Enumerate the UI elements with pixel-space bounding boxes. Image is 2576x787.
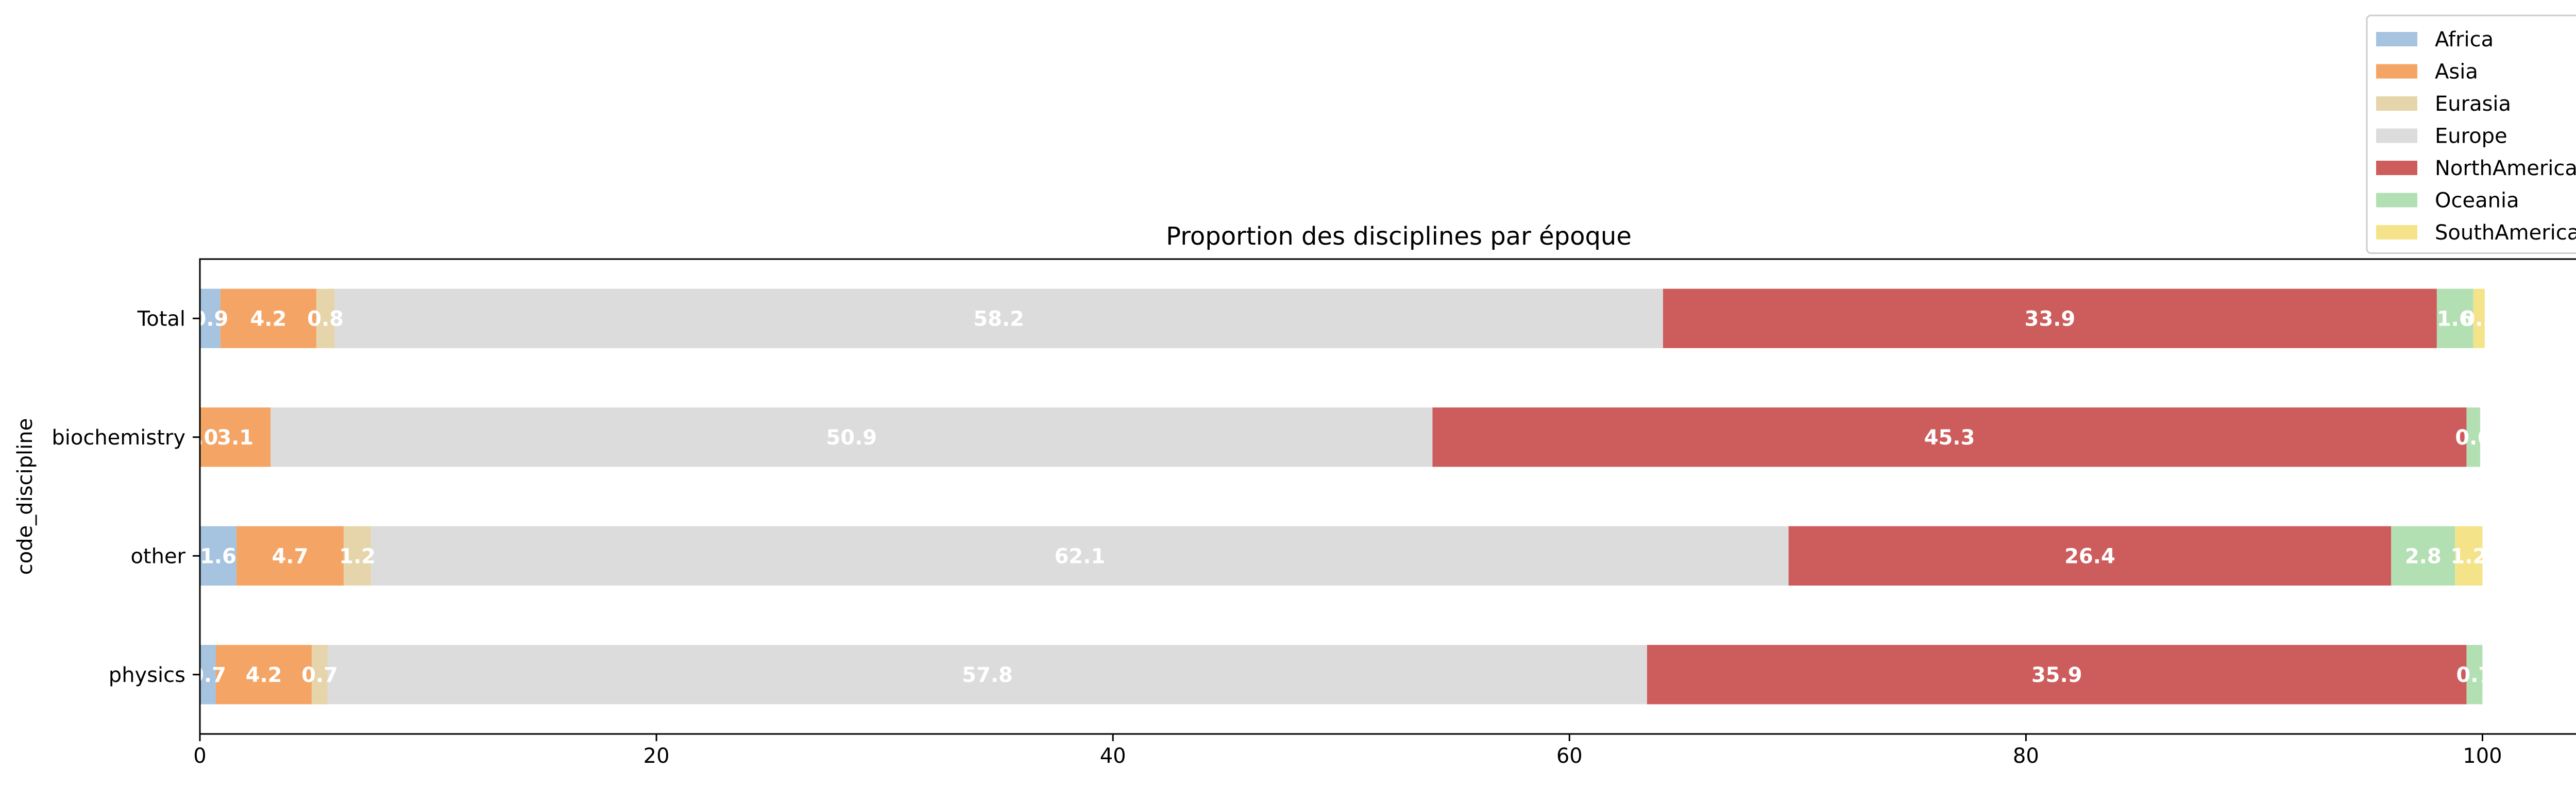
legend: Africa Asia Eurasia Europe NorthAmerica Ocean…: [2366, 14, 2576, 254]
legend-label-southamerica: SouthAmerica: [2435, 221, 2576, 245]
bar-eurasia-total: [316, 288, 335, 348]
bar-label-northamerica-biochemistry: 45.3: [1924, 426, 1975, 450]
x-tick-label-100: 100: [2463, 744, 2502, 768]
bar-label-northamerica-total: 33.9: [2025, 307, 2076, 331]
legend-label-oceania: Oceania: [2435, 189, 2519, 213]
bar-africa-physics: [200, 645, 216, 705]
bar-label-northamerica-physics: 35.9: [2031, 663, 2082, 687]
bar-label-africa-other: 1.6: [200, 544, 236, 568]
legend-label-africa: Africa: [2435, 28, 2494, 52]
y-tick-label-biochemistry: biochemistry: [52, 426, 185, 450]
legend-swatch-oceania: [2376, 193, 2417, 208]
legend-swatch-europe: [2376, 128, 2417, 143]
bar-label-eurasia-physics: 0.7: [301, 663, 338, 687]
y-tick-label-physics: physics: [109, 663, 185, 687]
x-tick-label-0: 0: [193, 744, 206, 768]
legend-swatch-africa: [2376, 32, 2417, 46]
bar-label-asia-biochemistry: 3.1: [217, 426, 253, 450]
bar-label-asia-total: 4.2: [250, 307, 286, 331]
bar-label-northamerica-other: 26.4: [2064, 544, 2115, 568]
x-tick-label-20: 20: [643, 744, 670, 768]
bar-northamerica-total: [1663, 288, 2437, 348]
axes-layer: Total biochemistry other physics 0 20 40 60 80 10…: [52, 307, 2502, 768]
legend-frame: [2366, 14, 2576, 254]
bar-label-southamerica-total: 0.5: [2461, 307, 2497, 331]
legend-label-europe: Europe: [2435, 125, 2507, 148]
bar-asia-other: [236, 526, 344, 586]
legend-label-eurasia: Eurasia: [2435, 92, 2511, 116]
bar-eurasia-physics: [312, 645, 328, 705]
y-axis-label: code_discipline: [13, 418, 37, 575]
bar-europe-other: [371, 526, 1789, 586]
bar-label-asia-physics: 4.2: [246, 663, 282, 687]
legend-label-asia: Asia: [2435, 60, 2478, 84]
bar-label-europe-physics: 57.8: [962, 663, 1013, 687]
bar-europe-biochemistry: [270, 407, 1433, 467]
legend-swatch-asia: [2376, 64, 2417, 79]
plot-frame: [199, 258, 2576, 735]
bar-label-europe-other: 62.1: [1055, 544, 1106, 568]
bar-label-oceania-physics: 0.7: [2456, 663, 2493, 687]
bar-asia-biochemistry: [200, 407, 271, 467]
bar-northamerica-other: [1788, 526, 2392, 586]
bar-oceania-biochemistry: [2466, 407, 2481, 467]
legend-swatch-northamerica: [2376, 161, 2417, 175]
bar-southamerica-other: [2455, 526, 2483, 586]
y-tick-label-total: Total: [137, 307, 185, 331]
bar-oceania-total: [2436, 288, 2473, 348]
bar-label-oceania-other: 2.8: [2405, 544, 2442, 568]
bar-label-oceania-total: 1.6: [2437, 307, 2473, 331]
bar-label-southamerica-other: 1.2: [2450, 544, 2487, 568]
legend-swatch-southamerica: [2376, 225, 2417, 239]
bar-asia-physics: [216, 645, 312, 705]
bar-northamerica-physics: [1647, 645, 2467, 705]
bar-label-asia-other: 4.7: [272, 544, 309, 568]
bar-label-oceania-biochemistry: 0.6: [2455, 426, 2492, 450]
bar-northamerica-biochemistry: [1432, 407, 2467, 467]
bar-africa-total: [200, 288, 221, 348]
bar-label-eurasia-other: 1.2: [339, 544, 376, 568]
bar-africa-other: [200, 526, 236, 586]
bars-layer: [200, 288, 2485, 705]
bar-label-europe-biochemistry: 50.9: [826, 426, 877, 450]
bar-label-europe-total: 58.2: [973, 307, 1024, 331]
bar-labels-layer: 0.9 4.2 0.8 58.2 33.9 1.60.50.03.1 50.9 45.3 0.6…: [182, 307, 2498, 687]
bar-southamerica-total: [2473, 288, 2485, 348]
bar-asia-total: [220, 288, 316, 348]
bar-eurasia-other: [344, 526, 371, 586]
y-tick-label-other: other: [130, 544, 185, 568]
bar-europe-physics: [328, 645, 1647, 705]
legend-swatch-eurasia: [2376, 96, 2417, 111]
x-tick-label-60: 60: [1556, 744, 1583, 768]
x-tick-label-40: 40: [1100, 744, 1126, 768]
chart-title: Proportion des disciplines par époque: [1166, 222, 1632, 251]
bar-europe-total: [334, 288, 1663, 348]
bar-label-eurasia-total: 0.8: [307, 307, 344, 331]
bar-oceania-other: [2391, 526, 2455, 586]
bar-oceania-physics: [2466, 645, 2483, 705]
legend-label-northamerica: NorthAmerica: [2435, 157, 2576, 180]
x-tick-label-80: 80: [2013, 744, 2039, 768]
